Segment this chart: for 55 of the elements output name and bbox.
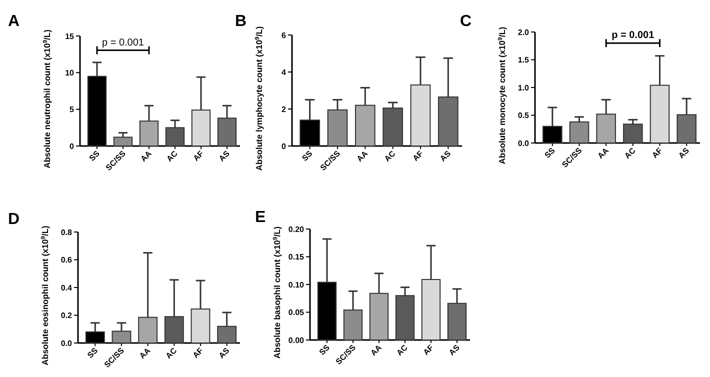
y-tick-label: 5: [70, 105, 75, 114]
annotation: p = 0.001: [102, 37, 144, 48]
y-tick-label: 2.0: [518, 28, 530, 37]
y-tick-label: 1.5: [518, 56, 530, 65]
y-tick-label: 1.0: [518, 83, 530, 92]
chart-title: D: [8, 211, 20, 228]
x-tick-label: AC: [622, 146, 638, 161]
y-tick-label: 0.10: [288, 280, 305, 290]
y-tick-label: 0.00: [288, 336, 305, 345]
chart-title: C: [460, 13, 472, 30]
y-tick-label: 0: [70, 142, 75, 151]
x-tick-label: AS: [217, 346, 232, 360]
x-tick-label: AA: [368, 342, 384, 358]
y-tick-label: 0.8: [60, 228, 73, 237]
x-tick-label: AS: [438, 148, 454, 164]
y-tick-label: 0.4: [60, 283, 73, 292]
y-tick-label: 4: [282, 68, 287, 77]
y-tick-label: 0.0: [518, 138, 530, 148]
x-tick-label: AF: [650, 146, 664, 160]
x-tick-label: AS: [447, 342, 462, 358]
x-tick-label: AC: [164, 148, 180, 164]
y-tick-label: 6: [282, 30, 287, 40]
x-tick-label: AF: [411, 148, 425, 163]
y-tick-label: 10: [65, 68, 75, 78]
x-tick-label: AS: [676, 146, 692, 160]
x-tick-label: AA: [596, 146, 611, 161]
annotation: p = 0.001: [612, 30, 655, 42]
chart-title: E: [255, 209, 266, 226]
x-tick-label: SS: [542, 146, 558, 160]
y-tick-label: 0.2: [60, 311, 73, 320]
x-tick-label: AF: [191, 346, 205, 360]
x-tick-label: SS: [300, 148, 315, 163]
x-tick-label: AA: [138, 346, 152, 361]
x-tick-label: AC: [382, 148, 398, 164]
x-tick-label: AF: [422, 342, 436, 357]
x-tick-label: AS: [217, 148, 232, 164]
y-tick-label: 0: [282, 142, 287, 151]
x-tick-label: AF: [192, 148, 206, 163]
chart-title: B: [235, 13, 247, 30]
y-tick-label: 15: [65, 32, 75, 41]
y-tick-label: 0.05: [288, 308, 305, 318]
x-tick-label: AA: [138, 148, 154, 164]
chart-title: A: [8, 13, 20, 30]
y-tick-label: 0.5: [518, 111, 530, 120]
x-tick-label: AA: [355, 148, 370, 164]
x-tick-label: SS: [318, 342, 332, 357]
x-tick-label: AC: [164, 346, 179, 361]
x-tick-label: AC: [394, 342, 410, 358]
x-tick-label: SS: [86, 346, 100, 360]
y-tick-label: 2: [282, 104, 287, 114]
y-tick-label: 0.20: [288, 224, 305, 234]
x-tick-label: SS: [88, 148, 102, 163]
y-tick-label: 0.15: [288, 252, 305, 262]
y-tick-label: 0.0: [60, 338, 73, 348]
y-tick-label: 0.6: [60, 256, 73, 265]
